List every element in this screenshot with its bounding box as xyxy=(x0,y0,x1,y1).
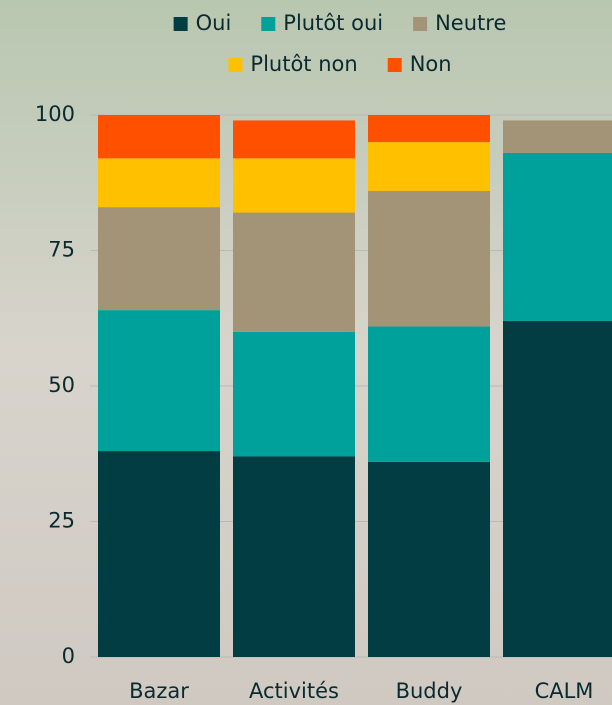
bar-segment xyxy=(233,158,355,213)
bar-segment xyxy=(503,120,612,153)
bar-segment xyxy=(98,158,220,208)
bar-segment xyxy=(233,120,355,159)
bar-segment xyxy=(368,461,490,657)
x-tick-label: Bazar xyxy=(129,679,189,703)
bar-segment xyxy=(98,451,220,657)
bar-segment xyxy=(368,326,490,462)
bar-segment xyxy=(98,207,220,311)
legend-label: Neutre xyxy=(435,11,506,35)
bar-segment xyxy=(233,456,355,657)
y-tick-label: 100 xyxy=(35,102,75,126)
legend-label: Non xyxy=(410,52,452,76)
y-tick-label: 25 xyxy=(48,509,75,533)
legend-label: Oui xyxy=(196,11,232,35)
y-tick-label: 75 xyxy=(48,238,75,262)
legend-swatch xyxy=(228,58,243,72)
bar-segment xyxy=(503,320,612,657)
bar-segment xyxy=(503,152,612,321)
bar-segment xyxy=(98,310,220,452)
bar-segment xyxy=(233,212,355,332)
x-tick-label: Activités xyxy=(249,679,339,703)
legend-swatch xyxy=(413,17,428,31)
bar-segment xyxy=(368,142,490,191)
x-tick-label: Buddy xyxy=(396,679,463,703)
legend-label: Plutôt non xyxy=(250,52,357,76)
bar-segment xyxy=(98,115,220,159)
y-tick-label: 50 xyxy=(48,373,75,397)
y-tick-label: 0 xyxy=(62,644,75,668)
x-tick-label: CALM xyxy=(535,679,594,703)
legend-label: Plutôt oui xyxy=(283,11,383,35)
bar-segment xyxy=(368,190,490,327)
bar-segment xyxy=(233,331,355,457)
legend-swatch xyxy=(387,58,402,72)
bar-segment xyxy=(368,115,490,143)
legend-swatch xyxy=(173,17,188,31)
legend-swatch xyxy=(261,17,276,31)
